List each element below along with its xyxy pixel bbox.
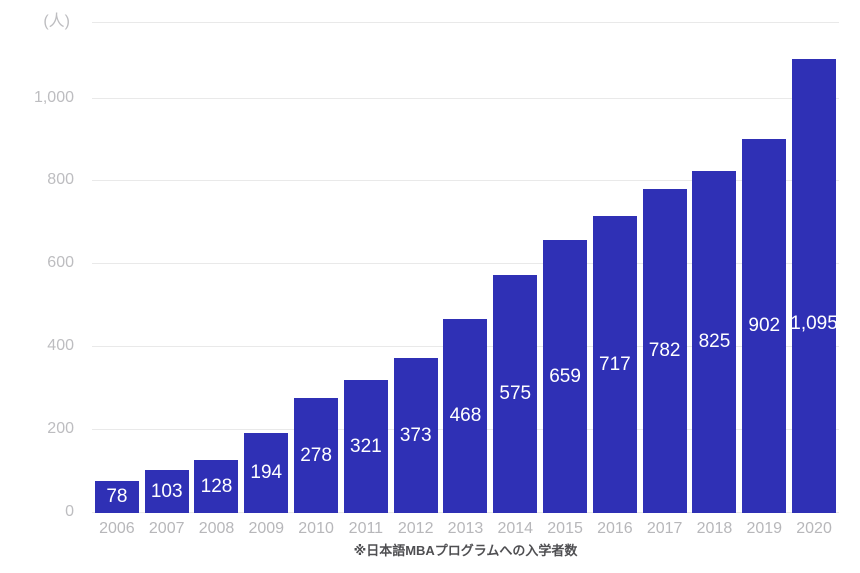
x-tick-label-2020: 2020 xyxy=(796,520,832,537)
x-tick-label-2017: 2017 xyxy=(646,520,683,537)
bar-value-label-2013: 468 xyxy=(449,405,482,426)
x-tick-label-2019: 2019 xyxy=(746,520,783,537)
bar-value-label-2016: 717 xyxy=(599,353,631,375)
bar-slot-2020: 1,095 xyxy=(789,23,839,513)
y-tick-label-600: 600 xyxy=(47,254,74,272)
x-tick-label-2016: 2016 xyxy=(597,520,633,537)
bar-2019: 902 xyxy=(742,139,787,513)
gridline-1000 xyxy=(92,97,839,99)
x-tick-label-2008: 2008 xyxy=(198,520,235,537)
bar-slot-2018: 825 xyxy=(690,23,740,513)
bar-2016: 717 xyxy=(592,216,637,513)
bar-series: 78 103 128 194 278 321 373 468 575 659 717 782 825 90… xyxy=(92,23,839,513)
chart-caption: ※日本語MBAプログラムへの入学者数 xyxy=(353,543,578,558)
bar-slot-2009: 194 xyxy=(241,23,291,513)
bar-value-label-2007: 103 xyxy=(150,480,183,502)
x-axis-tick-labels: 2006 2007 2008 2009 2010 2011 2012 2013 2014 2015… xyxy=(92,519,839,539)
bar-value-label-2006: 78 xyxy=(106,486,128,507)
bar-slot-2013: 468 xyxy=(441,23,491,513)
bar-value-label-2020: 1,095 xyxy=(790,313,838,334)
x-tick-label-2006: 2006 xyxy=(99,520,135,537)
y-tick-label-400: 400 xyxy=(47,337,74,355)
bar-2007: 103 xyxy=(144,470,189,513)
bar-value-label-2014: 575 xyxy=(499,383,532,404)
bar-2012: 373 xyxy=(393,358,438,513)
bar-value-label-2019: 902 xyxy=(748,315,781,336)
x-tick-label-2012: 2012 xyxy=(397,520,434,537)
bar-value-label-2012: 373 xyxy=(399,424,432,446)
x-tick-label-2018: 2018 xyxy=(696,520,733,537)
bar-2009: 194 xyxy=(244,433,289,513)
bar-value-label-2017: 782 xyxy=(648,340,681,361)
bar-2013: 468 xyxy=(443,319,488,513)
bar-2017: 782 xyxy=(642,189,687,513)
x-tick-label-2009: 2009 xyxy=(248,520,285,537)
bar-value-label-2008: 128 xyxy=(200,475,233,497)
bar-slot-2015: 659 xyxy=(540,23,590,513)
gridline-600 xyxy=(92,263,839,265)
bar-2020: 1,095 xyxy=(790,59,838,513)
bar-slot-2006: 78 xyxy=(92,23,142,513)
y-tick-label-200: 200 xyxy=(47,420,74,438)
y-tick-label-0: 0 xyxy=(65,503,74,520)
gridline-800 xyxy=(92,180,839,182)
bar-slot-2017: 782 xyxy=(640,23,690,513)
x-tick-label-2015: 2015 xyxy=(547,520,583,537)
bar-value-label-2018: 825 xyxy=(698,331,731,352)
y-tick-label-1000: 1,000 xyxy=(33,88,74,106)
bar-slot-2019: 902 xyxy=(739,23,789,513)
x-tick-label-2010: 2010 xyxy=(298,520,334,537)
bar-2008: 128 xyxy=(194,460,239,513)
y-tick-label-800: 800 xyxy=(47,171,74,189)
bar-value-label-2010: 278 xyxy=(300,444,332,466)
x-tick-label-2011: 2011 xyxy=(348,520,384,537)
plot-area: 78 103 128 194 278 321 373 468 575 659 717 782 825 90… xyxy=(92,22,839,513)
bar-2006: 78 xyxy=(94,481,139,513)
x-tick-label-2014: 2014 xyxy=(497,520,534,537)
bar-value-label-2011: 321 xyxy=(350,435,382,457)
bar-slot-2008: 128 xyxy=(192,23,242,513)
bar-slot-2012: 373 xyxy=(391,23,441,513)
bar-2014: 575 xyxy=(493,275,538,513)
bar-value-label-2009: 194 xyxy=(250,462,283,483)
bar-slot-2010: 278 xyxy=(291,23,341,513)
bar-slot-2016: 717 xyxy=(590,23,640,513)
y-axis-unit-label: (人) xyxy=(43,13,70,30)
x-tick-label-2007: 2007 xyxy=(148,520,185,537)
bar-2018: 825 xyxy=(692,171,737,513)
bar-slot-2007: 103 xyxy=(142,23,192,513)
bar-2015: 659 xyxy=(543,240,588,513)
bar-slot-2014: 575 xyxy=(490,23,540,513)
bar-value-label-2015: 659 xyxy=(549,365,581,387)
bar-2010: 278 xyxy=(294,398,339,513)
bar-slot-2011: 321 xyxy=(341,23,391,513)
bar-2011: 321 xyxy=(343,380,388,513)
x-tick-label-2013: 2013 xyxy=(447,520,484,537)
